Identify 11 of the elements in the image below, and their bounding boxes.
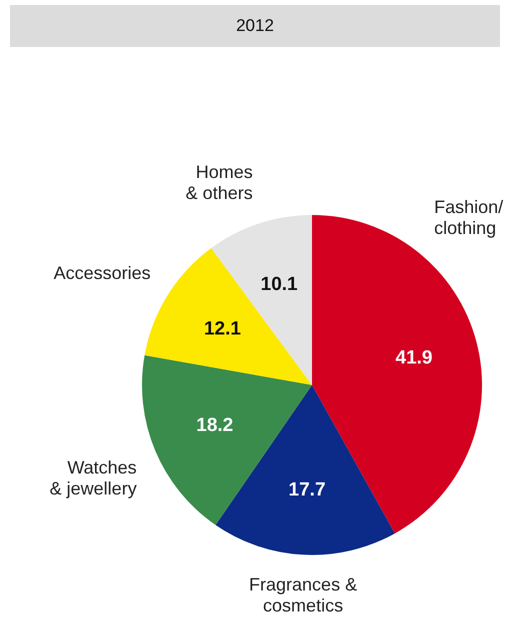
data-label: 17.7: [288, 480, 326, 501]
chart-title: 2012: [10, 5, 500, 47]
data-label: 41.9: [396, 348, 432, 369]
slice-label: Accessories: [54, 263, 151, 284]
slice-label: Fragrances & cosmetics: [249, 574, 358, 616]
data-label: 10.1: [260, 274, 298, 296]
data-label: 12.1: [204, 318, 242, 340]
slice-label: Watches & jewellery: [50, 458, 137, 499]
slice-label: Homes & others: [186, 162, 253, 203]
data-label: 18.2: [196, 414, 234, 436]
slice-label: Fashion/ clothing: [434, 196, 504, 238]
